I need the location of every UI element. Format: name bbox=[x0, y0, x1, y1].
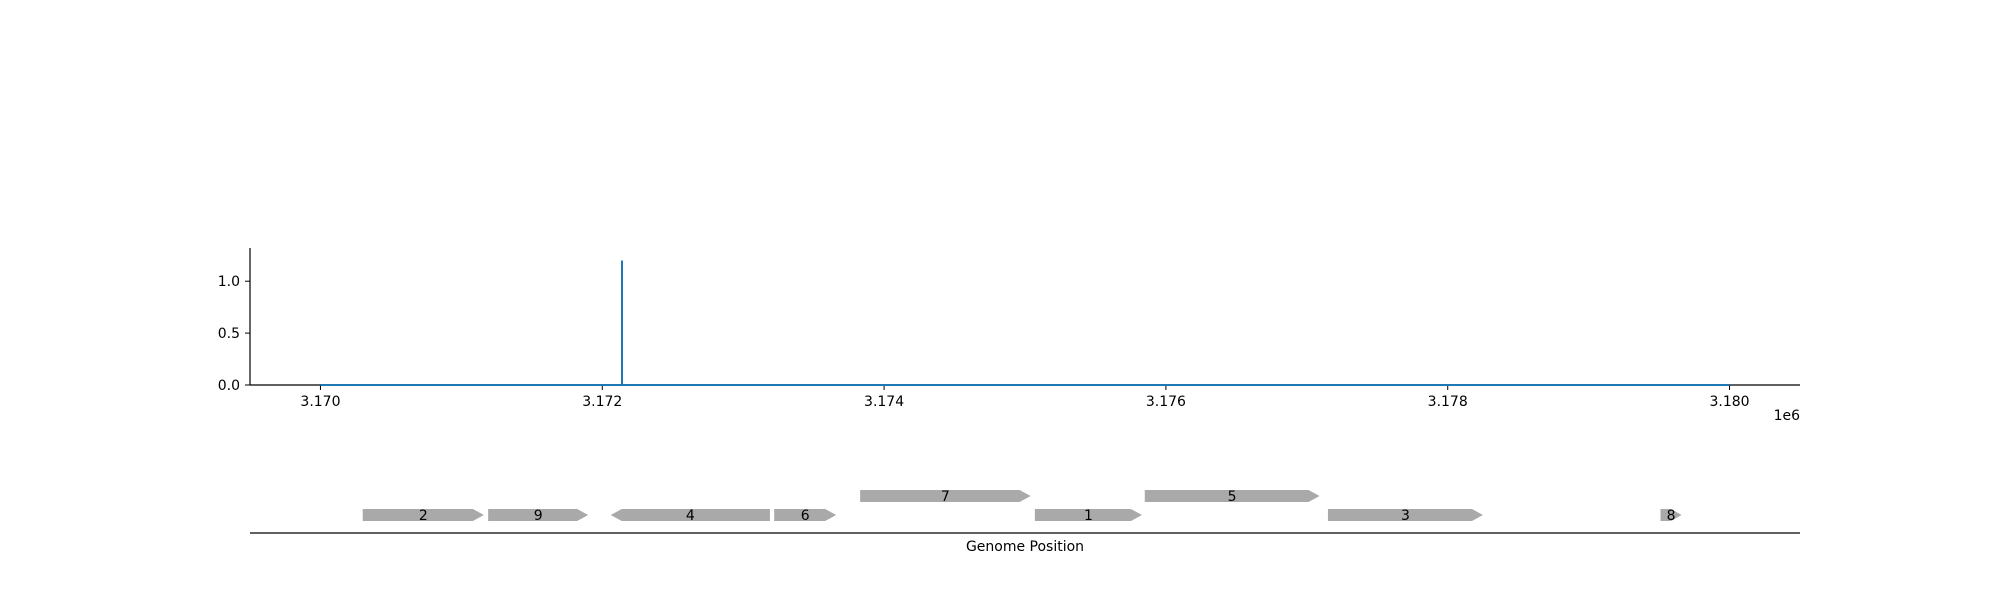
gene-arrow-7 bbox=[860, 490, 1031, 502]
gene-arrow-2 bbox=[362, 509, 484, 521]
gene-label-2: 2 bbox=[419, 508, 428, 524]
gene-arrow-4 bbox=[610, 509, 770, 521]
x-tick-label: 3.174 bbox=[864, 394, 904, 410]
gene-label-9: 9 bbox=[534, 508, 543, 524]
gene-label-3: 3 bbox=[1401, 508, 1410, 524]
gene-label-6: 6 bbox=[801, 508, 810, 524]
gene-arrow-3 bbox=[1327, 509, 1483, 521]
y-tick-label: 0.5 bbox=[218, 326, 240, 342]
series-line-0 bbox=[320, 260, 1730, 386]
gene-label-5: 5 bbox=[1228, 489, 1237, 505]
gene-arrow-6 bbox=[774, 509, 837, 521]
gene-arrow-1 bbox=[1034, 509, 1142, 521]
gene-arrow-9 bbox=[488, 509, 589, 521]
x-tick-label: 3.178 bbox=[1428, 394, 1468, 410]
x-tick-label: 3.172 bbox=[582, 394, 622, 410]
gene-label-1: 1 bbox=[1084, 508, 1093, 524]
gene-arrow-8 bbox=[1660, 509, 1682, 521]
x-tick-label: 3.180 bbox=[1709, 394, 1749, 410]
gene-label-8: 8 bbox=[1667, 508, 1676, 524]
x-tick-label: 3.176 bbox=[1146, 394, 1186, 410]
gene-arrow-5 bbox=[1144, 490, 1320, 502]
y-tick-label: 1.0 bbox=[218, 274, 240, 290]
gene-track-axis-label: Genome Position bbox=[966, 539, 1084, 555]
gene-label-4: 4 bbox=[686, 508, 695, 524]
x-tick-label: 3.170 bbox=[300, 394, 340, 410]
y-tick-label: 0.0 bbox=[218, 378, 240, 394]
gene-label-7: 7 bbox=[941, 489, 950, 505]
x-offset-label: 1e6 bbox=[1774, 408, 1801, 424]
